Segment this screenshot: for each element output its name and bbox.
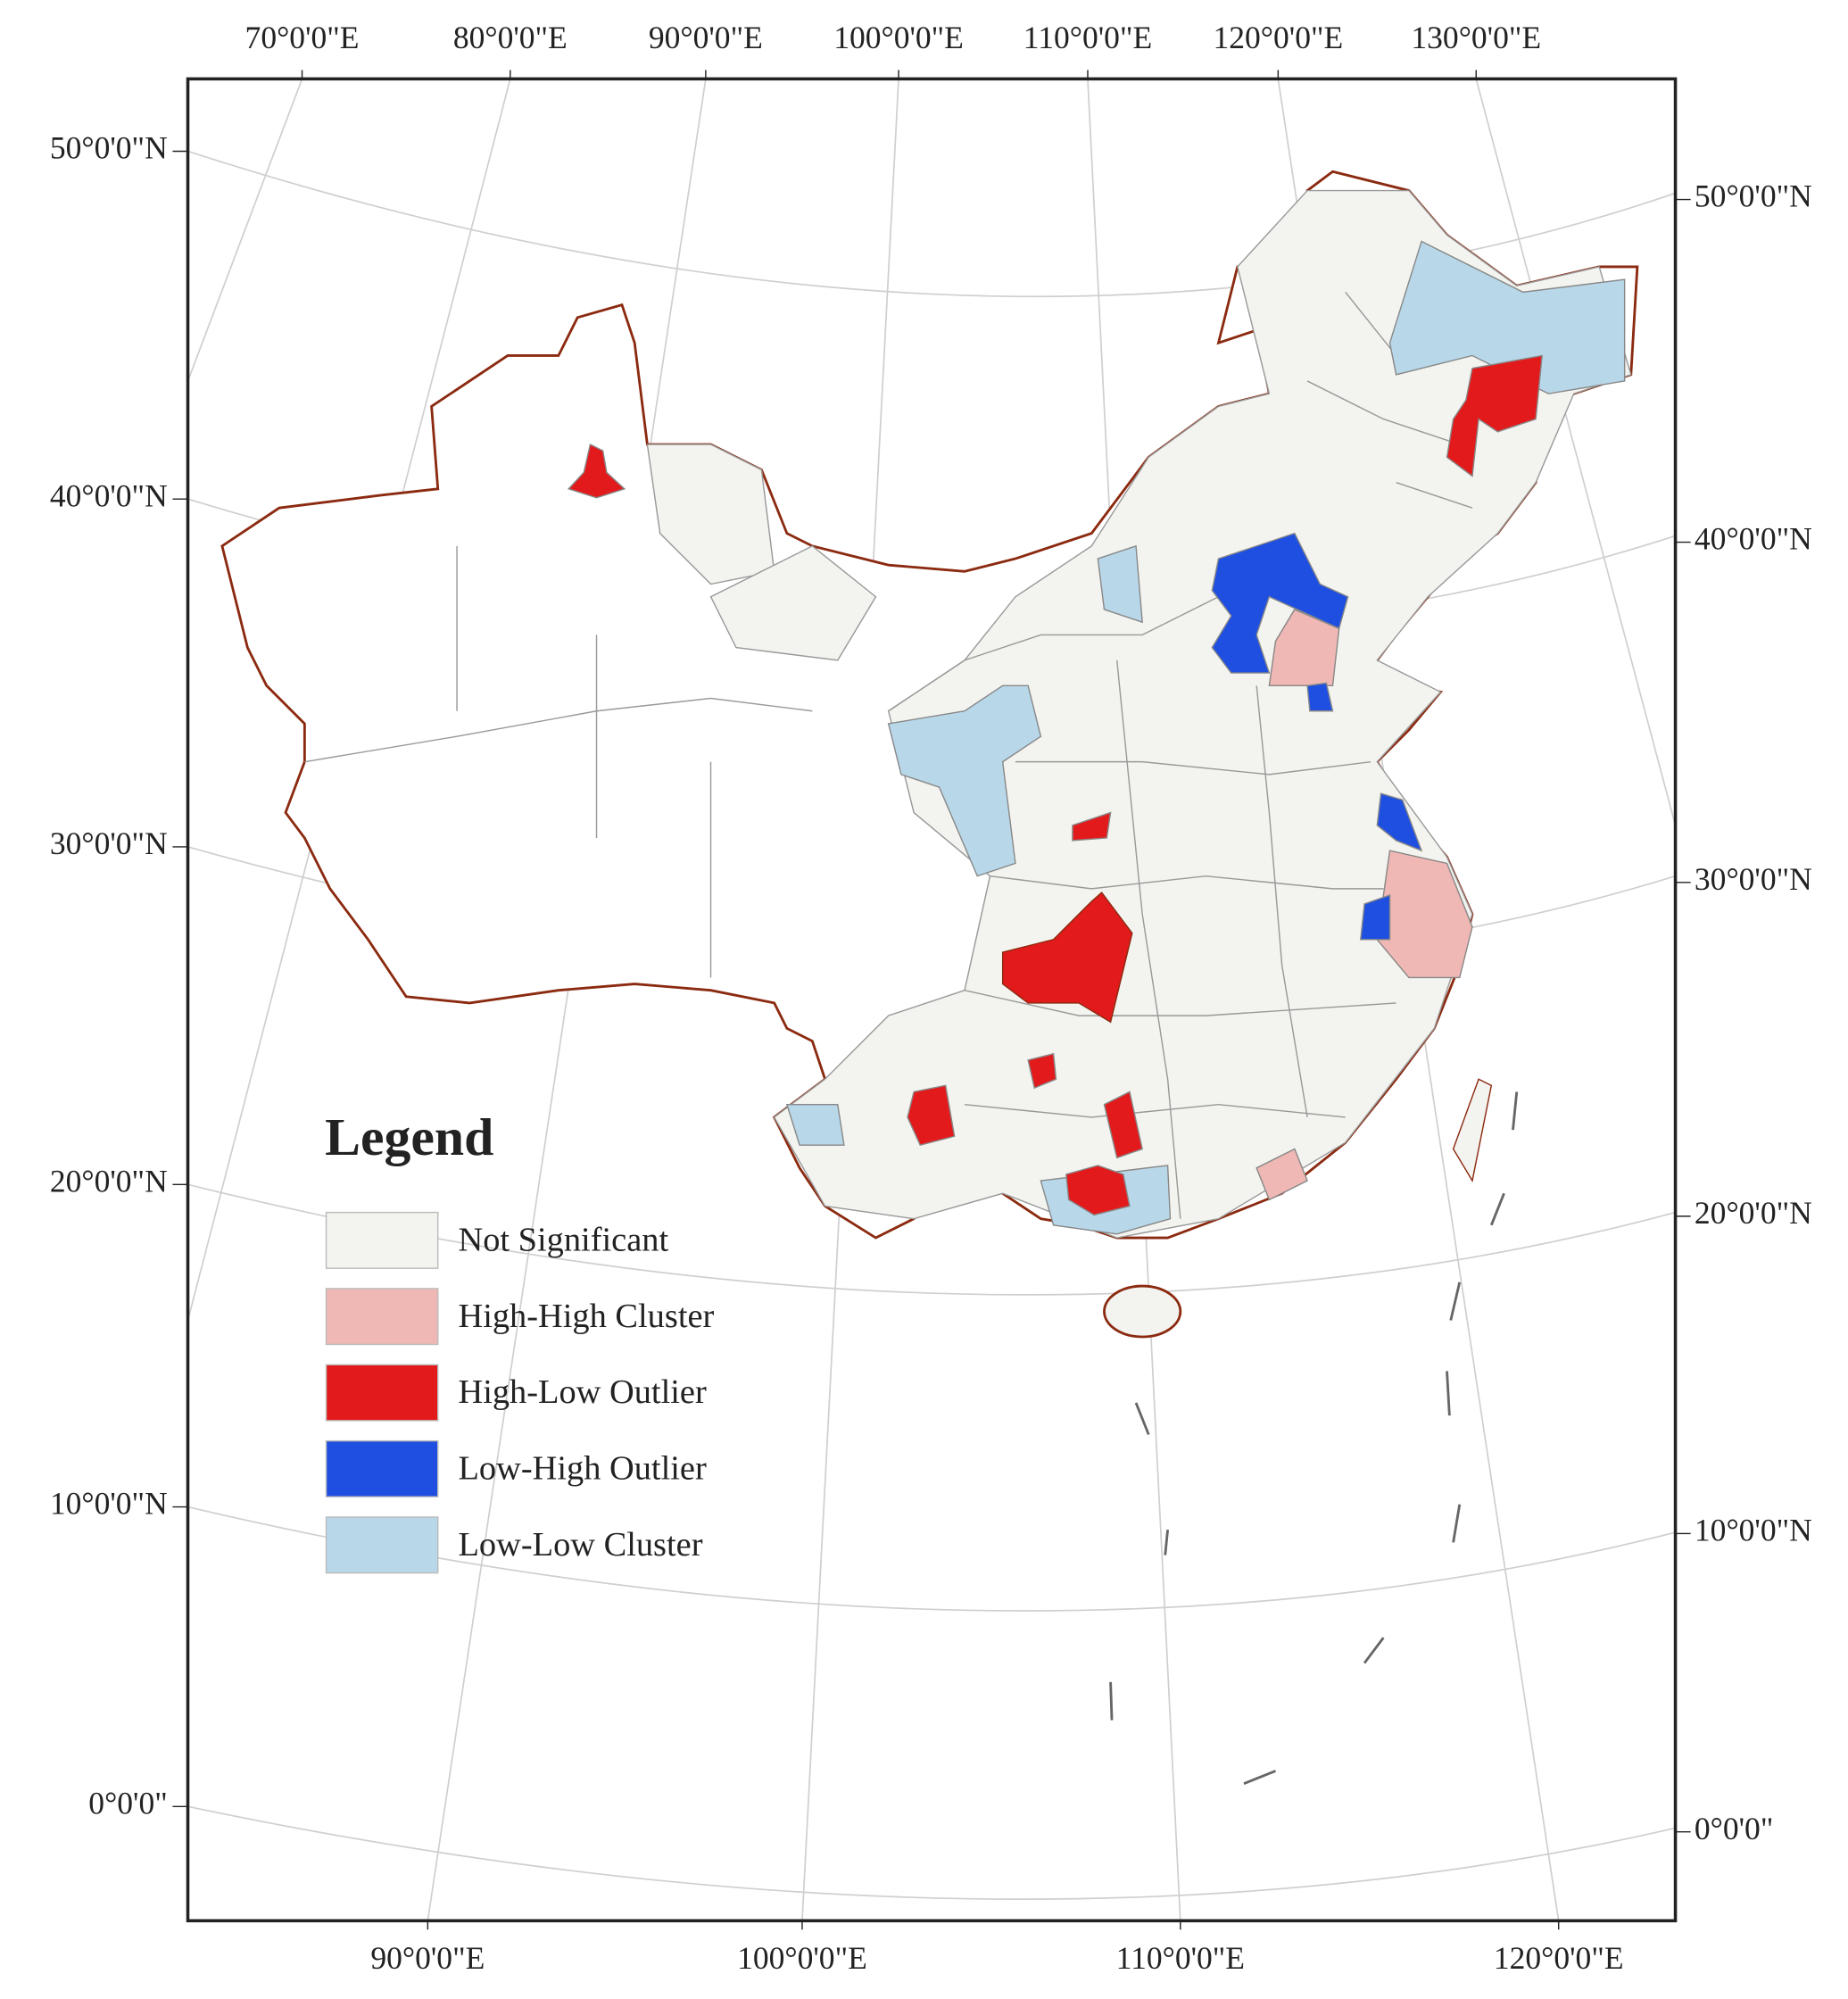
legend-label: High-Low Outlier — [458, 1373, 706, 1411]
right-label: 0°0'0" — [1695, 1811, 1773, 1846]
high-low-region — [567, 444, 626, 499]
island — [1452, 1078, 1493, 1182]
legend-swatch — [325, 1288, 439, 1346]
bottom-label: 100°0'0"E — [737, 1940, 867, 1976]
legend-swatch — [325, 1364, 439, 1422]
sea-dashes — [1109, 1091, 1519, 1785]
border — [1115, 659, 1181, 1219]
high-low-region — [1027, 1052, 1057, 1090]
left-label: 30°0'0"N — [50, 825, 168, 861]
low-high-region — [1211, 532, 1349, 674]
lon-line — [1475, 79, 1677, 825]
left-label: 40°0'0"N — [50, 477, 168, 513]
low-high-region — [1360, 893, 1391, 941]
not-significant-area — [709, 545, 877, 661]
top-label: 80°0'0"E — [453, 20, 568, 55]
dash — [1109, 1091, 1519, 1785]
lon-line — [186, 79, 303, 382]
high-low-region — [1446, 354, 1544, 477]
map-frame — [186, 77, 1678, 1923]
border — [964, 989, 1396, 1016]
legend-swatch — [325, 1439, 439, 1497]
high-low-region — [1103, 1091, 1143, 1159]
lon-line — [427, 79, 707, 1921]
bottom-label: 110°0'0"E — [1116, 1940, 1245, 1976]
high-low-region — [1072, 811, 1112, 842]
legend-label: Low-Low Cluster — [458, 1526, 702, 1564]
top-label: 110°0'0"E — [1023, 20, 1152, 55]
top-label: 120°0'0"E — [1213, 20, 1343, 55]
bottom-label: 120°0'0"E — [1494, 1940, 1624, 1976]
low-low-region — [785, 1103, 845, 1146]
top-label: 100°0'0"E — [833, 20, 964, 55]
top-label: 70°0'0"E — [245, 20, 360, 55]
bottom-label: 90°0'0"E — [370, 1940, 485, 1976]
left-label: 50°0'0"N — [50, 130, 168, 166]
top-label: 130°0'0"E — [1411, 20, 1541, 55]
legend-label: Not Significant — [458, 1222, 668, 1259]
high-high-region — [1255, 1148, 1308, 1201]
border — [1255, 685, 1308, 1118]
border — [964, 1103, 1346, 1118]
low-high-region — [1376, 792, 1423, 852]
legend-title: Legend — [325, 1107, 493, 1166]
left-label: 20°0'0"N — [50, 1163, 168, 1199]
low-low-region — [1097, 544, 1143, 624]
border — [1306, 291, 1473, 509]
low-high-region — [1306, 682, 1334, 712]
right-label: 40°0'0"N — [1695, 521, 1812, 557]
legend-swatch — [325, 1211, 439, 1269]
legend: Legend Not Significant High-High Cluster H… — [325, 1107, 715, 1574]
right-label: 10°0'0"N — [1695, 1513, 1812, 1548]
lat-line — [187, 150, 1676, 298]
right-label: 50°0'0"N — [1695, 178, 1812, 214]
high-high-region — [1268, 609, 1340, 687]
legend-label: High-High Cluster — [458, 1298, 714, 1335]
low-low-region — [887, 684, 1042, 877]
border — [990, 875, 1384, 890]
right-label: 30°0'0"N — [1695, 861, 1812, 897]
right-label: 20°0'0"N — [1695, 1195, 1812, 1231]
high-low-region — [907, 1084, 956, 1147]
border — [888, 596, 1219, 712]
low-low-region — [1388, 240, 1626, 394]
island — [1103, 1284, 1182, 1339]
left-label: 10°0'0"N — [50, 1486, 168, 1522]
lat-line — [187, 1805, 1676, 1900]
legend-swatch — [325, 1516, 439, 1574]
legend-label: Low-High Outlier — [458, 1450, 706, 1488]
border — [456, 545, 712, 978]
province-borders — [304, 291, 1473, 1219]
high-low-region — [1001, 892, 1133, 1024]
coordinate-labels: 70°0'0"E 80°0'0"E 90°0'0"E 100°0'0"E 110°0'0… — [50, 20, 1812, 1976]
border — [1015, 760, 1371, 776]
top-label: 90°0'0"E — [649, 20, 763, 55]
high-low-region — [1065, 1165, 1131, 1216]
map-regions — [220, 170, 1639, 1785]
left-label: 0°0'0" — [88, 1785, 167, 1821]
